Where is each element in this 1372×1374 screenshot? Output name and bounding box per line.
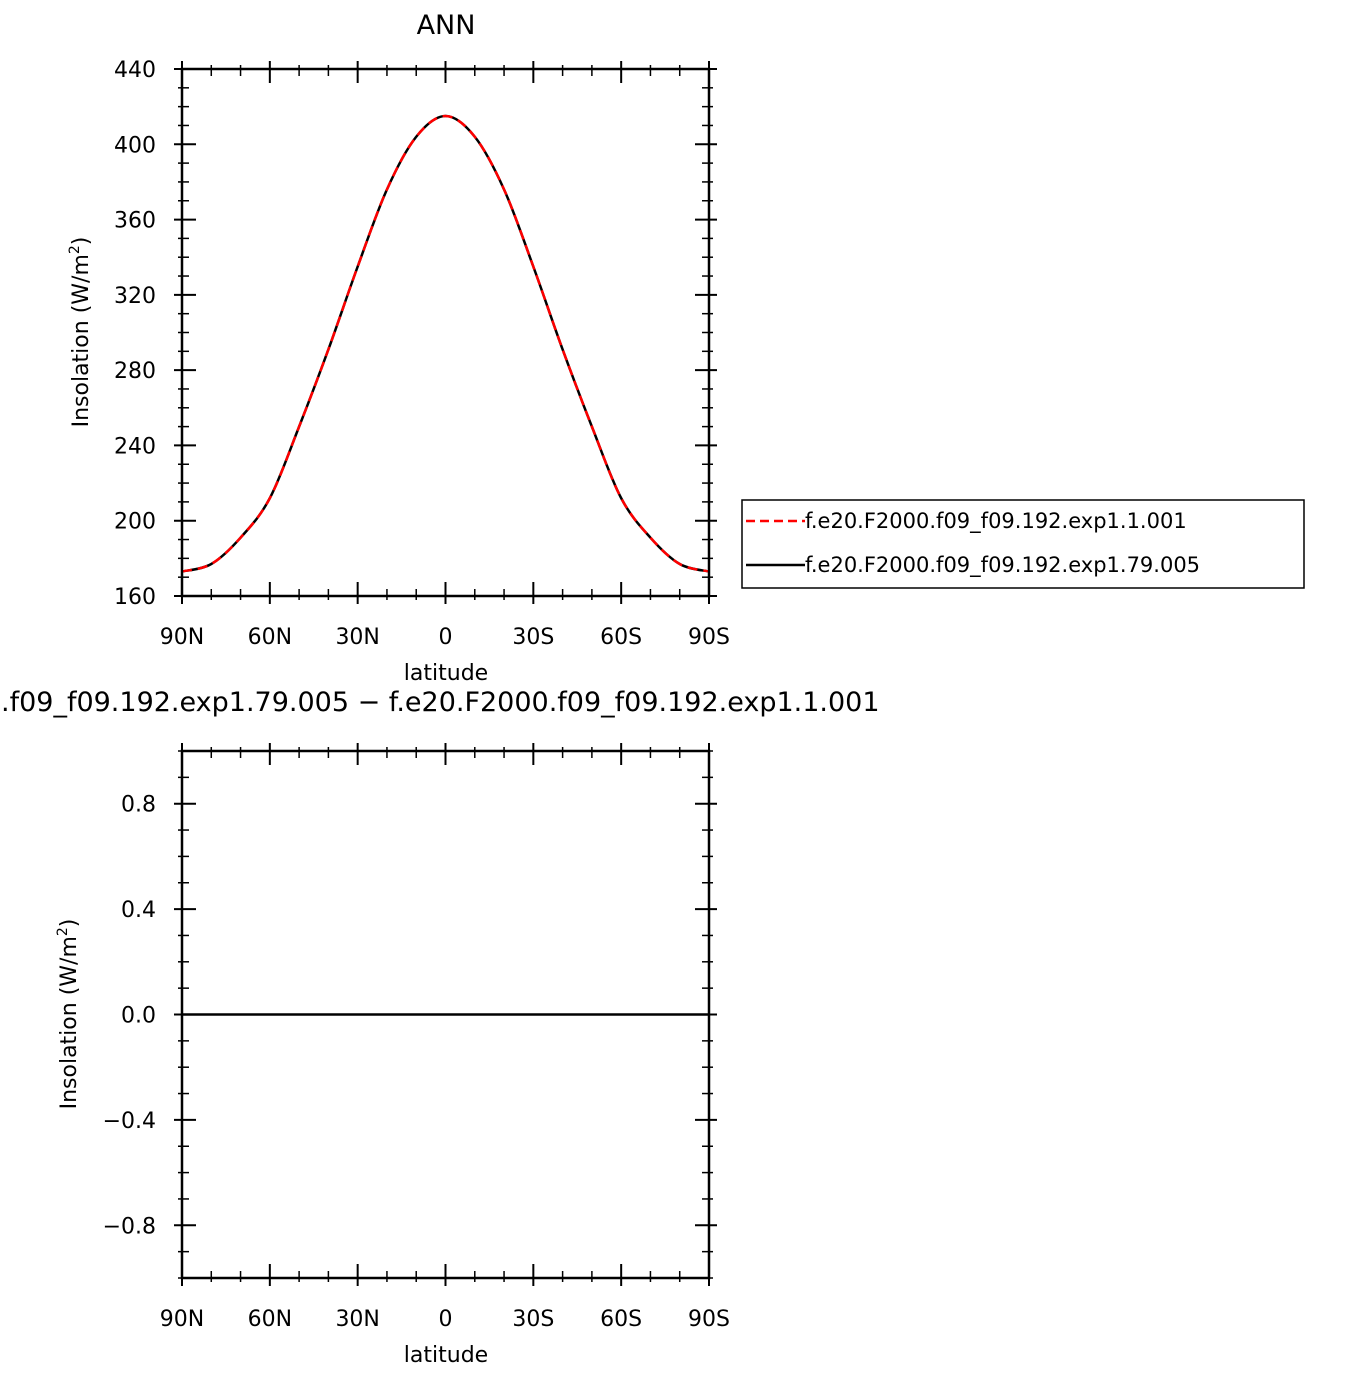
legend-frame bbox=[741, 499, 1305, 589]
y-tick-label: 0.8 bbox=[121, 793, 156, 818]
x-tick-label: 0 bbox=[439, 625, 453, 650]
y-axis-label-end: ) bbox=[57, 919, 82, 928]
y-tick-label: 0.4 bbox=[121, 898, 156, 923]
insolation-chart: ANN 90N 60N 30N 0 30S 60S 90S 160 200 240 280 320 3… bbox=[67, 10, 730, 686]
y-axis-label-end: ) bbox=[69, 237, 94, 246]
y-axis-label-base: Insolation (W/m bbox=[69, 254, 94, 427]
y-tick-label: 400 bbox=[114, 133, 156, 158]
x-tick-labels: 90N 60N 30N 0 30S 60S 90S bbox=[160, 1307, 730, 1332]
y-tick-label: 160 bbox=[114, 585, 156, 610]
chart-title: ANN bbox=[417, 10, 476, 41]
x-tick-label: 0 bbox=[439, 1307, 453, 1332]
y-tick-label: 240 bbox=[114, 434, 156, 459]
y-axis-label: Insolation (W/m2) bbox=[67, 237, 94, 428]
tick-marks bbox=[174, 61, 717, 604]
difference-chart-title: .f09_f09.192.exp1.79.005 − f.e20.F2000.f… bbox=[1, 687, 880, 718]
series-lines bbox=[181, 114, 710, 573]
y-tick-labels: −0.8 −0.4 0.0 0.4 0.8 bbox=[103, 793, 156, 1240]
x-tick-label: 60N bbox=[248, 1307, 292, 1332]
legend-label-series-2: f.e20.F2000.f09_f09.192.exp1.79.005 bbox=[805, 553, 1200, 578]
x-tick-label: 30S bbox=[512, 1307, 554, 1332]
x-tick-label: 90S bbox=[688, 625, 730, 650]
x-tick-labels: 90N 60N 30N 0 30S 60S 90S bbox=[160, 625, 730, 650]
x-tick-label: 90N bbox=[160, 625, 204, 650]
y-tick-label: −0.8 bbox=[103, 1214, 156, 1239]
x-tick-label: 90N bbox=[160, 1307, 204, 1332]
y-tick-label: 200 bbox=[114, 510, 156, 535]
y-tick-label: −0.4 bbox=[103, 1109, 156, 1134]
y-tick-labels: 160 200 240 280 320 360 400 440 bbox=[114, 58, 156, 610]
x-tick-label: 30N bbox=[335, 1307, 379, 1332]
y-tick-label: 440 bbox=[114, 58, 156, 83]
legend: f.e20.F2000.f09_f09.192.exp1.1.001 f.e20… bbox=[741, 499, 1305, 589]
plot-frame bbox=[180, 749, 711, 1280]
y-axis-label-base: Insolation (W/m bbox=[57, 936, 82, 1109]
y-tick-label: 0.0 bbox=[121, 1004, 156, 1029]
y-axis-label-superscript: 2 bbox=[67, 245, 83, 254]
x-tick-label: 60N bbox=[248, 625, 292, 650]
x-tick-label: 60S bbox=[600, 625, 642, 650]
x-tick-label: 30N bbox=[335, 625, 379, 650]
y-axis-label: Insolation (W/m2) bbox=[55, 919, 82, 1110]
y-tick-label: 360 bbox=[114, 209, 156, 234]
x-axis-label: latitude bbox=[404, 1343, 488, 1368]
difference-chart: .f09_f09.192.exp1.79.005 − f.e20.F2000.f… bbox=[1, 687, 880, 1368]
y-axis-label-superscript: 2 bbox=[55, 927, 71, 936]
x-axis-label: latitude bbox=[404, 661, 488, 686]
y-tick-label: 280 bbox=[114, 359, 156, 384]
x-tick-label: 30S bbox=[512, 625, 554, 650]
plot-frame bbox=[180, 67, 711, 598]
series-line-1 bbox=[181, 114, 710, 573]
legend-label-series-1: f.e20.F2000.f09_f09.192.exp1.1.001 bbox=[805, 509, 1187, 534]
x-tick-label: 90S bbox=[688, 1307, 730, 1332]
series-line-2 bbox=[181, 114, 710, 573]
y-tick-label: 320 bbox=[114, 284, 156, 309]
x-tick-label: 60S bbox=[600, 1307, 642, 1332]
